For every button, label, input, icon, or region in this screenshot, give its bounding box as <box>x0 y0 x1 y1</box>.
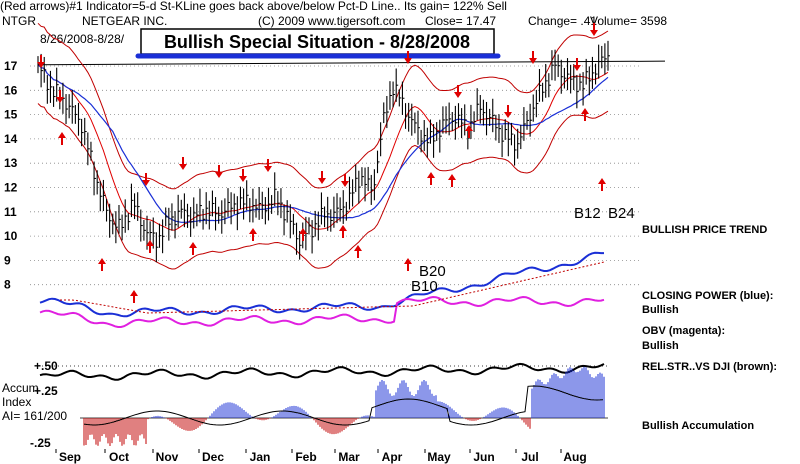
close-value: Close= 17.47 <box>425 14 496 28</box>
signal-label-b10: B10 <box>411 278 438 295</box>
label-accumulation-status: Bullish Accumulation <box>642 420 754 432</box>
date-range: 8/26/2008-8/28/ <box>40 32 125 46</box>
price-axis-labels: 17 16 15 14 13 12 11 10 9 8 <box>4 59 18 292</box>
buy-arrow <box>404 258 412 271</box>
moving-average-red <box>37 64 609 231</box>
sell-arrow <box>179 157 187 170</box>
accum-index-value: AI= 161/200 <box>2 409 67 423</box>
signal-label-b24: B24 <box>608 205 635 222</box>
signal-label-b12: B12 <box>574 205 601 222</box>
price-tick-label: 13 <box>4 156 18 170</box>
sell-arrow <box>573 58 581 71</box>
month-label: Jan <box>250 450 271 464</box>
month-label: Nov <box>156 450 179 464</box>
buy-arrow <box>598 178 606 191</box>
price-tick-label: 8 <box>4 278 11 292</box>
closing-power-ma <box>60 261 605 314</box>
label-closing-power: CLOSING POWER (blue): <box>642 290 773 302</box>
copyright-text: (C) 2009 www.tigersoft.com <box>258 14 405 28</box>
buy-arrow <box>189 242 197 255</box>
change-value: Change= .41 <box>528 14 597 28</box>
label-price-trend: BULLISH PRICE TREND <box>642 224 767 236</box>
month-label: Mar <box>338 450 360 464</box>
label-obv: OBV (magenta): <box>642 325 725 337</box>
buy-arrow <box>465 125 473 138</box>
sell-arrow <box>341 174 349 187</box>
sell-arrow <box>590 23 598 36</box>
buy-arrow <box>58 132 66 145</box>
buy-arrow <box>354 245 362 258</box>
buy-arrow <box>427 172 435 185</box>
buy-arrow <box>339 225 347 238</box>
banner-box <box>140 28 495 55</box>
signal-label-b20: B20 <box>419 263 446 280</box>
sell-arrow <box>215 165 223 178</box>
price-gridlines <box>30 60 666 286</box>
rel-strength-line <box>39 362 605 381</box>
indicator-description: (Red arrows)#1 Indicator=5-d St-KLine go… <box>0 0 507 13</box>
sell-arrow <box>454 85 462 98</box>
label-obv-status: Bullish <box>642 340 679 352</box>
price-tick-label: 16 <box>4 83 18 97</box>
buy-arrow <box>448 174 456 187</box>
price-tick-label: 15 <box>4 108 18 122</box>
banner-title: Bullish Special Situation - 8/28/2008 <box>164 32 470 52</box>
month-label: Jul <box>521 450 538 464</box>
price-bands <box>37 22 609 270</box>
sell-arrow <box>529 51 537 64</box>
accumulation-panel <box>80 366 608 446</box>
closing-power-line <box>39 251 604 318</box>
month-label: Sep <box>59 450 81 464</box>
buy-arrow <box>249 228 257 241</box>
buy-arrow <box>146 240 154 253</box>
moving-average-blue <box>37 64 609 223</box>
lower-band <box>37 103 609 270</box>
buy-arrow <box>130 290 138 303</box>
price-tick-label: 10 <box>4 229 18 243</box>
accum-ma-line <box>83 385 604 426</box>
price-bars <box>37 40 610 263</box>
price-tick-label: 9 <box>4 253 11 267</box>
sell-arrow <box>239 169 247 182</box>
month-axis-labels: Sep Oct Nov Dec Jan Feb Mar Apr May Jun Jul Aug <box>55 449 587 464</box>
month-label: Apr <box>382 450 403 464</box>
price-tick-label: 14 <box>4 132 18 146</box>
accum-title-line1: Accum <box>2 381 39 395</box>
obv-line <box>39 295 605 328</box>
ticker-symbol: NTGR <box>2 14 36 28</box>
month-label: Oct <box>109 450 129 464</box>
accum-axis-mid: +.25 <box>34 384 58 398</box>
month-label: May <box>427 450 451 464</box>
buy-arrow <box>581 108 589 121</box>
sell-arrow <box>318 171 326 184</box>
price-tick-label: 12 <box>4 181 18 195</box>
sell-arrow <box>37 55 45 68</box>
sell-arrow <box>504 105 512 118</box>
sell-arrow <box>56 90 64 103</box>
indicator-panels <box>38 251 608 381</box>
buy-arrow <box>299 228 307 241</box>
label-closing-power-status: Bullish <box>642 304 679 316</box>
resistance-line <box>39 60 666 66</box>
price-tick-label: 17 <box>4 59 18 73</box>
upper-band <box>37 22 609 190</box>
month-label: Feb <box>295 450 316 464</box>
sell-arrow <box>264 159 272 172</box>
month-label: Jun <box>473 450 494 464</box>
accum-axis-bottom: -.25 <box>30 436 51 450</box>
price-tick-label: 11 <box>4 205 17 219</box>
volume-value: Volume= 3598 <box>590 14 667 28</box>
company-name: NETGEAR INC. <box>82 14 167 28</box>
label-rel-strength: REL.STR..VS DJI (brown): <box>642 361 777 373</box>
signal-arrows <box>37 23 606 303</box>
sell-arrow <box>142 173 150 186</box>
accum-axis-top: +.50 <box>34 359 58 373</box>
buy-arrow <box>98 258 106 271</box>
month-label: Dec <box>202 450 224 464</box>
accum-title-line2: Index <box>2 395 31 409</box>
sell-arrow <box>404 51 412 64</box>
month-label: Aug <box>563 450 586 464</box>
